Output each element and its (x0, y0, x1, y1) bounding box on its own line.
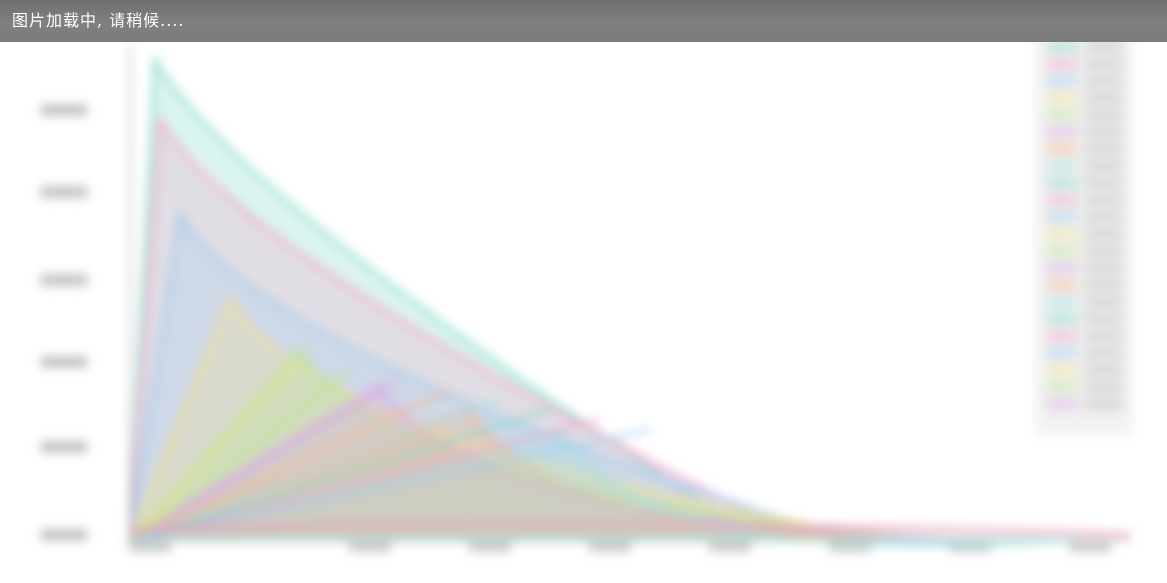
blurred-legend-text (1084, 401, 1124, 407)
blurred-tick-label (40, 104, 88, 116)
blurred-legend-swatch (1046, 333, 1078, 339)
blurred-legend-text (1084, 350, 1124, 356)
blurred-legend-text (1084, 282, 1124, 288)
blurred-tick-label (708, 542, 752, 552)
blurred-legend-swatch (1046, 163, 1078, 169)
blurred-legend-text (1084, 367, 1124, 373)
blurred-tick-label (40, 441, 88, 453)
blurred-legend-swatch (1046, 197, 1078, 203)
blurred-legend-swatch (1046, 112, 1078, 118)
blurred-legend-swatch (1046, 350, 1078, 356)
blurred-series-line (133, 358, 302, 542)
blurred-series-line (134, 388, 451, 542)
blurred-legend-swatch (1046, 95, 1078, 101)
blurred-legend-swatch (1046, 129, 1078, 135)
blurred-tick-label (40, 274, 88, 286)
blurred-legend-text (1084, 333, 1124, 339)
blurred-legend-swatch (1046, 214, 1078, 220)
blurred-series-line (134, 408, 551, 542)
blurred-series-line (134, 418, 601, 542)
blurred-legend-swatch (1046, 78, 1078, 84)
blurred-legend-text (1084, 316, 1124, 322)
blurred-legend-swatch (1046, 180, 1078, 186)
blurred-legend-swatch (1046, 248, 1078, 254)
loading-banner: 图片加载中, 请稍候.... (0, 0, 1167, 42)
blurred-series-area (122, 382, 986, 542)
blurred-legend-text (1084, 44, 1124, 50)
blurred-legend-swatch (1046, 316, 1078, 322)
blurred-legend-text (1084, 214, 1124, 220)
blurred-tick-label (1068, 542, 1112, 552)
blurred-tick-label (40, 529, 88, 541)
blurred-legend-text (1084, 248, 1124, 254)
blurred-legend-text (1084, 299, 1124, 305)
blurred-legend-swatch (1046, 282, 1078, 288)
blurred-legend-text (1084, 163, 1124, 169)
blurred-series-line (133, 378, 402, 542)
blurred-legend-swatch (1046, 401, 1078, 407)
blurred-tick-label (588, 542, 632, 552)
blurred-tick-label (468, 542, 512, 552)
blurred-legend-swatch (1046, 265, 1078, 271)
blurred-series-line (134, 428, 651, 542)
blurred-legend-text (1084, 61, 1124, 67)
blurred-tick-label (40, 186, 88, 198)
blurred-legend-text (1084, 384, 1124, 390)
blurred-series-line (133, 368, 352, 542)
blurred-legend-text (1084, 95, 1124, 101)
blurred-legend-swatch (1046, 299, 1078, 305)
blurred-tick-label (348, 542, 392, 552)
blurred-legend-text (1084, 197, 1124, 203)
blurred-legend-text (1084, 112, 1124, 118)
loading-message: 图片加载中, 请稍候.... (12, 11, 185, 30)
blurred-legend-text (1084, 78, 1124, 84)
blurred-tick-label (40, 356, 88, 368)
blurred-legend-text (1084, 129, 1124, 135)
blurred-legend-swatch (1046, 61, 1078, 67)
blurred-legend-swatch (1046, 367, 1078, 373)
blurred-legend-text (1084, 180, 1124, 186)
blurred-legend-text (1084, 231, 1124, 237)
blurred-legend-text (1084, 265, 1124, 271)
blurred-legend-swatch (1046, 44, 1078, 50)
blurred-legend-swatch (1046, 146, 1078, 152)
blurred-legend-swatch (1046, 384, 1078, 390)
blurred-tick-label (128, 542, 172, 552)
blurred-series-tail (129, 521, 1131, 538)
blurred-legend-text (1084, 146, 1124, 152)
blurred-series-line (134, 398, 501, 542)
blurred-legend (1036, 30, 1132, 435)
blurred-legend-swatch (1046, 231, 1078, 237)
